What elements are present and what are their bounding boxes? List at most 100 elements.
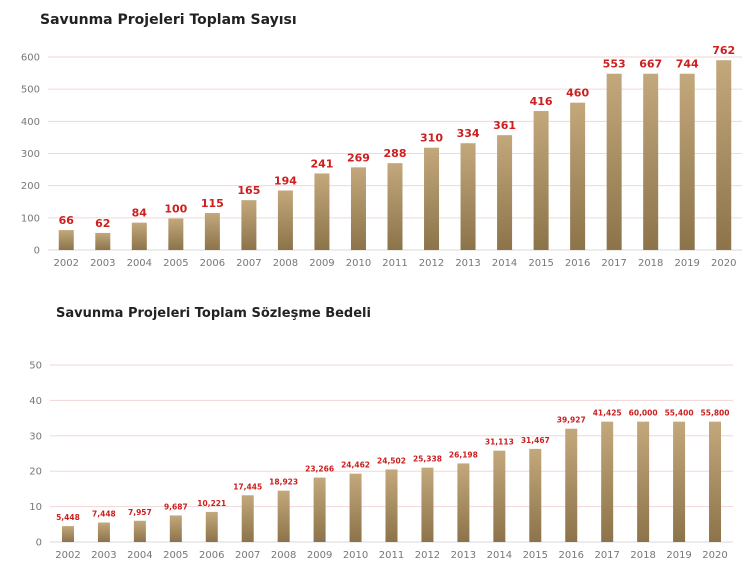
chart-project-count: 0 100 200 300 400 500 600 66 2002 62 2003 84 2004 100… bbox=[21, 44, 742, 269]
bar-2019 bbox=[679, 73, 695, 250]
bar-2002 bbox=[58, 230, 74, 250]
bar-2013 bbox=[457, 463, 470, 542]
data-label-2020: 55,800 bbox=[701, 409, 730, 418]
data-label-2015: 31,467 bbox=[521, 436, 550, 445]
data-label-2006: 115 bbox=[201, 197, 224, 210]
data-label-2016: 39,927 bbox=[557, 416, 586, 425]
bar-2007 bbox=[241, 495, 254, 542]
bar-2007 bbox=[241, 200, 257, 250]
y-tick-label: 300 bbox=[21, 149, 40, 160]
bar-2016 bbox=[570, 102, 586, 250]
x-tick-label-2018: 2018 bbox=[630, 550, 655, 561]
data-label-2011: 288 bbox=[384, 147, 407, 160]
data-label-2017: 41,425 bbox=[593, 409, 622, 418]
data-label-2010: 24,462 bbox=[341, 461, 370, 470]
x-tick-label-2020: 2020 bbox=[711, 258, 736, 269]
x-tick-label-2013: 2013 bbox=[455, 258, 480, 269]
bar-2018 bbox=[643, 73, 659, 250]
x-tick-label-2002: 2002 bbox=[55, 550, 80, 561]
chart-title-contract-value: Savunma Projeleri Toplam Sözleşme Bedeli bbox=[56, 306, 371, 321]
bar-2003 bbox=[95, 232, 111, 250]
y-tick-label: 600 bbox=[21, 53, 40, 64]
bar-2013 bbox=[460, 143, 476, 250]
bar-2012 bbox=[421, 467, 434, 542]
x-tick-label-2016: 2016 bbox=[559, 550, 584, 561]
bar-2008 bbox=[277, 190, 293, 250]
bar-2014 bbox=[493, 450, 506, 542]
data-label-2005: 9,687 bbox=[164, 502, 188, 511]
bar-2011 bbox=[387, 163, 403, 250]
x-tick-label-2005: 2005 bbox=[163, 550, 188, 561]
x-tick-label-2013: 2013 bbox=[451, 550, 476, 561]
x-tick-label-2017: 2017 bbox=[601, 258, 626, 269]
data-label-2010: 269 bbox=[347, 151, 370, 164]
y-tick-label: 20 bbox=[29, 467, 42, 478]
x-tick-label-2008: 2008 bbox=[271, 550, 296, 561]
data-label-2009: 241 bbox=[310, 157, 333, 170]
data-label-2007: 165 bbox=[237, 184, 260, 197]
x-tick-label-2002: 2002 bbox=[54, 258, 79, 269]
x-tick-label-2007: 2007 bbox=[236, 258, 261, 269]
bar-2015 bbox=[529, 448, 542, 542]
y-tick-label: 10 bbox=[29, 502, 42, 513]
x-tick-label-2015: 2015 bbox=[523, 550, 548, 561]
x-tick-label-2014: 2014 bbox=[492, 258, 517, 269]
data-label-2007: 17,445 bbox=[233, 482, 262, 491]
data-label-2012: 310 bbox=[420, 132, 443, 145]
x-tick-label-2008: 2008 bbox=[273, 258, 298, 269]
x-tick-label-2004: 2004 bbox=[127, 258, 152, 269]
x-tick-label-2007: 2007 bbox=[235, 550, 260, 561]
y-tick-label: 0 bbox=[34, 246, 40, 257]
bar-2008 bbox=[277, 490, 290, 542]
x-tick-label-2020: 2020 bbox=[702, 550, 727, 561]
y-tick-label: 100 bbox=[21, 213, 40, 224]
y-tick-label: 200 bbox=[21, 181, 40, 192]
data-label-2014: 361 bbox=[493, 119, 516, 132]
x-tick-label-2006: 2006 bbox=[199, 550, 224, 561]
bar-2006 bbox=[204, 213, 220, 250]
data-label-2002: 66 bbox=[59, 214, 75, 227]
y-tick-label: 40 bbox=[29, 396, 42, 407]
x-tick-label-2010: 2010 bbox=[343, 550, 368, 561]
data-label-2019: 55,400 bbox=[665, 409, 694, 418]
x-tick-label-2005: 2005 bbox=[163, 258, 188, 269]
x-tick-label-2004: 2004 bbox=[127, 550, 152, 561]
x-tick-label-2017: 2017 bbox=[594, 550, 619, 561]
data-label-2003: 7,448 bbox=[92, 510, 116, 519]
x-tick-label-2012: 2012 bbox=[419, 258, 444, 269]
bar-2017 bbox=[606, 73, 622, 250]
bar-2011 bbox=[385, 469, 398, 542]
y-tick-label: 50 bbox=[29, 361, 42, 372]
data-label-2004: 84 bbox=[132, 207, 148, 220]
data-label-2014: 31,113 bbox=[485, 438, 514, 447]
chart-contract-value: 0 10 20 30 40 50 5,448 2002 7,448 2003 7,957 2004 9,… bbox=[29, 361, 733, 561]
bar-2020 bbox=[709, 421, 722, 542]
bar-2006 bbox=[205, 511, 218, 542]
x-tick-label-2014: 2014 bbox=[487, 550, 512, 561]
bar-2004 bbox=[133, 520, 146, 542]
bar-2009 bbox=[314, 173, 330, 250]
x-tick-label-2009: 2009 bbox=[307, 550, 332, 561]
x-tick-label-2019: 2019 bbox=[674, 258, 699, 269]
data-label-2019: 744 bbox=[676, 58, 699, 71]
bar-2004 bbox=[131, 222, 147, 250]
x-tick-label-2006: 2006 bbox=[200, 258, 225, 269]
data-label-2015: 416 bbox=[530, 95, 553, 108]
bar-2003 bbox=[97, 522, 110, 542]
bar-2012 bbox=[424, 147, 440, 250]
bar-2017 bbox=[601, 421, 614, 542]
data-label-2013: 26,198 bbox=[449, 450, 478, 459]
x-tick-label-2003: 2003 bbox=[90, 258, 115, 269]
data-label-2003: 62 bbox=[95, 217, 110, 230]
x-tick-label-2011: 2011 bbox=[382, 258, 407, 269]
bar-2019 bbox=[673, 421, 686, 542]
bar-2014 bbox=[497, 135, 513, 250]
bar-2016 bbox=[565, 428, 578, 542]
y-tick-label: 0 bbox=[36, 538, 42, 549]
data-label-2011: 24,502 bbox=[377, 456, 406, 465]
bar-2020 bbox=[716, 60, 732, 250]
data-label-2013: 334 bbox=[457, 127, 480, 140]
data-label-2018: 60,000 bbox=[629, 409, 658, 418]
y-tick-label: 500 bbox=[21, 85, 40, 96]
bar-2005 bbox=[168, 218, 184, 250]
